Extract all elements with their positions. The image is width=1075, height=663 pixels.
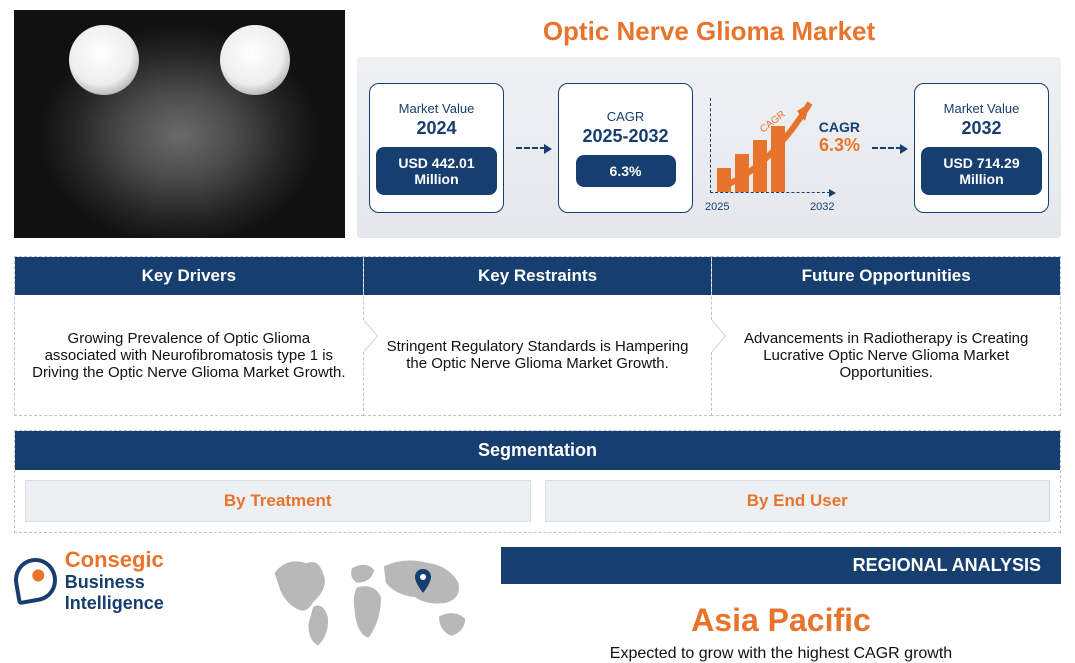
restraints-body: Stringent Regulatory Standards is Hamper… [364, 295, 712, 415]
metric-card-cagr: CAGR 2025-2032 6.3% [558, 83, 693, 213]
segmentation-body: By Treatment By End User [15, 470, 1060, 532]
cagr-text: CAGR 6.3% [819, 119, 860, 156]
segment-treatment[interactable]: By Treatment [25, 480, 531, 522]
world-map-icon [260, 547, 483, 657]
restraints-header: Key Restraints [364, 257, 712, 295]
regional-sub: Expected to grow with the highest CAGR g… [501, 645, 1061, 663]
svg-text:CAGR: CAGR [758, 108, 788, 134]
segment-end-user[interactable]: By End User [545, 480, 1051, 522]
title-and-metrics: Optic Nerve Glioma Market Market Value 2… [357, 10, 1061, 238]
page-title: Optic Nerve Glioma Market [357, 16, 1061, 47]
metric-start-year: 2024 [416, 118, 456, 139]
chart-year-end: 2032 [810, 201, 834, 213]
chart-year-start: 2025 [705, 201, 729, 213]
metric-card-end: Market Value 2032 USD 714.29 Million [914, 83, 1049, 213]
analysis-row: Key Drivers Growing Prevalence of Optic … [14, 256, 1061, 416]
metric-end-value: USD 714.29 Million [921, 147, 1042, 195]
metric-end-label: Market Value [944, 101, 1020, 116]
metric-end-year: 2032 [961, 118, 1001, 139]
drivers-header: Key Drivers [15, 257, 363, 295]
metric-start-value: USD 442.01 Million [376, 147, 497, 195]
mri-eye-right [220, 25, 290, 95]
col-restraints: Key Restraints Stringent Regulatory Stan… [363, 256, 713, 416]
col-drivers: Key Drivers Growing Prevalence of Optic … [14, 256, 364, 416]
mri-image [14, 10, 345, 238]
segmentation-header: Segmentation [15, 431, 1060, 470]
opps-body: Advancements in Radiotherapy is Creating… [712, 295, 1060, 415]
metric-strip: Market Value 2024 USD 442.01 Million CAG… [357, 57, 1061, 238]
top-row: Optic Nerve Glioma Market Market Value 2… [14, 10, 1061, 238]
logo-map-area: Consegic Business Intelligence [14, 547, 483, 663]
logo-line-2: Business Intelligence [65, 572, 164, 613]
metric-cagr-value: 6.3% [576, 155, 676, 187]
logo-mark-icon [11, 555, 61, 606]
mri-eye-left [69, 25, 139, 95]
bottom-row: Consegic Business Intelligence [14, 547, 1061, 663]
regional-name: Asia Pacific [501, 602, 1061, 639]
regional-header: REGIONAL ANALYSIS [501, 547, 1061, 584]
opps-header: Future Opportunities [712, 257, 1060, 295]
logo-text: Consegic Business Intelligence [65, 547, 243, 614]
brand-logo: Consegic Business Intelligence [14, 547, 242, 614]
cagr-word: CAGR [819, 119, 860, 135]
growth-arrow-icon: CAGR [715, 93, 825, 193]
cagr-graphic-value: 6.3% [819, 135, 860, 155]
regional-block: REGIONAL ANALYSIS Asia Pacific Expected … [501, 547, 1061, 663]
logo-line-1: Consegic [65, 547, 164, 572]
segmentation-block: Segmentation By Treatment By End User [14, 430, 1061, 533]
map-pin-icon [415, 569, 431, 593]
arrow-icon [872, 147, 902, 149]
metric-cagr-period: 2025-2032 [582, 126, 668, 147]
drivers-body: Growing Prevalence of Optic Glioma assoc… [15, 295, 363, 415]
cagr-chart: CAGR CAGR 6.3% 2025 2032 [705, 83, 860, 213]
metric-start-label: Market Value [399, 101, 475, 116]
col-opportunities: Future Opportunities Advancements in Rad… [711, 256, 1061, 416]
metric-cagr-label: CAGR [607, 109, 645, 124]
metric-card-start: Market Value 2024 USD 442.01 Million [369, 83, 504, 213]
chart-y-axis [710, 98, 711, 193]
regional-body: Asia Pacific Expected to grow with the h… [501, 584, 1061, 663]
arrow-icon [516, 147, 546, 149]
